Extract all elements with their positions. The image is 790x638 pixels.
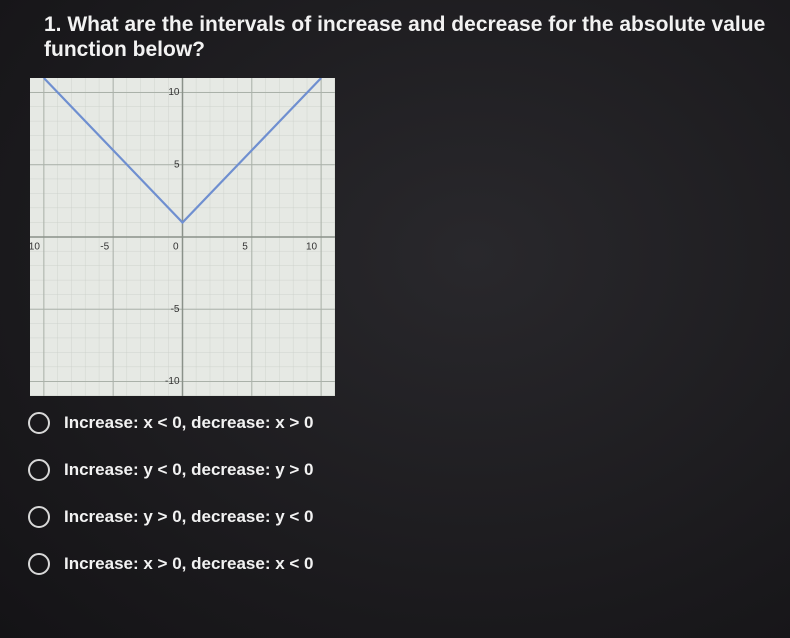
- y-tick-label: 10: [168, 87, 180, 98]
- graph: -10 -5 0 5 10 -10 -5 5 10: [30, 78, 335, 396]
- radio-button[interactable]: [28, 412, 50, 434]
- y-tick-label: -5: [171, 304, 180, 315]
- option-text: Increase: y < 0, decrease: y > 0: [64, 460, 314, 479]
- y-tick-label: -10: [165, 376, 180, 387]
- radio-button[interactable]: [28, 506, 50, 528]
- x-tick-label: 0: [173, 242, 179, 253]
- answer-option[interactable]: Increase: x > 0, decrease: x < 0: [28, 553, 314, 575]
- function-line: [43, 78, 322, 225]
- answer-option[interactable]: Increase: y > 0, decrease: y < 0: [28, 506, 314, 528]
- radio-button[interactable]: [28, 553, 50, 575]
- option-text: Increase: x < 0, decrease: x > 0: [64, 413, 314, 432]
- x-tick-label: 5: [242, 242, 248, 253]
- x-tick-label: -10: [30, 242, 40, 253]
- option-text: Increase: x > 0, decrease: x < 0: [64, 554, 314, 573]
- answer-option[interactable]: Increase: y < 0, decrease: y > 0: [28, 459, 314, 481]
- x-tick-label: -5: [100, 242, 109, 253]
- answer-option[interactable]: Increase: x < 0, decrease: x > 0: [28, 412, 314, 434]
- option-text: Increase: y > 0, decrease: y < 0: [64, 507, 314, 526]
- question: 1. What are the intervals of increase an…: [44, 13, 766, 61]
- radio-button[interactable]: [28, 459, 50, 481]
- x-tick-label: 10: [306, 242, 318, 253]
- y-tick-label: 5: [174, 159, 180, 170]
